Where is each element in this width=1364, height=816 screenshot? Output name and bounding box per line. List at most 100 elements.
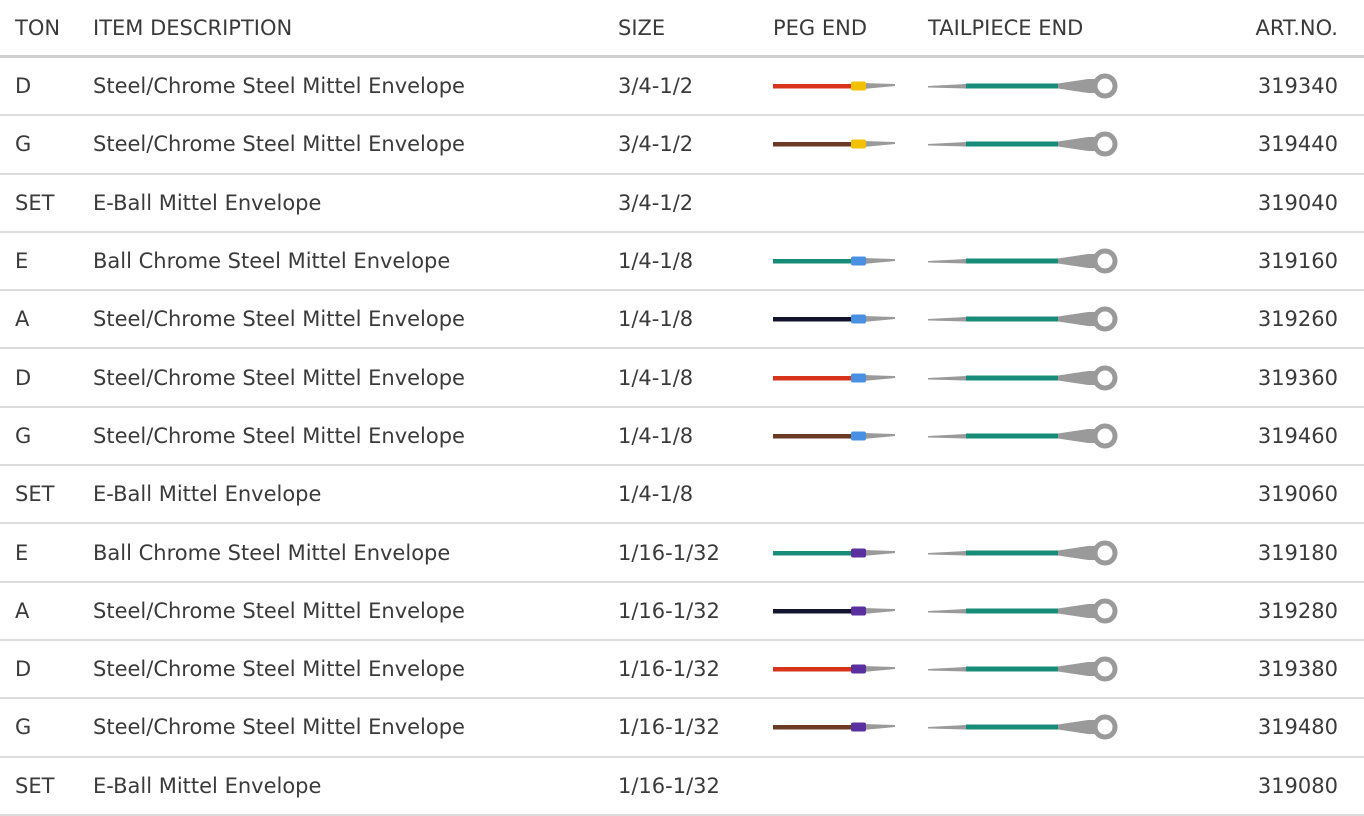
peg-wire [773, 667, 853, 672]
tail-wire [966, 142, 1060, 147]
peg-bead [851, 548, 866, 557]
peg-end-icon [773, 134, 899, 154]
art-no-cell: 319160 [1258, 249, 1338, 273]
tail-hook [1058, 312, 1096, 326]
peg-end-icon [773, 717, 899, 737]
description-cell: Steel/Chrome Steel Mittel Envelope [93, 307, 465, 331]
peg-bead [851, 665, 866, 674]
tail-ring [1095, 601, 1115, 621]
peg-end-cell [773, 426, 899, 446]
art-no-cell: 319360 [1258, 366, 1338, 390]
size-cell: 3/4-1/2 [618, 74, 693, 98]
tail-ring [1095, 251, 1115, 271]
description-cell: E-Ball Mittel Envelope [93, 191, 321, 215]
tail-taper [928, 609, 966, 614]
ton-cell: E [15, 249, 28, 273]
peg-wire [773, 142, 853, 147]
peg-end-icon [773, 76, 899, 96]
peg-bead [851, 723, 866, 732]
tailpiece-icon [928, 363, 1120, 393]
peg-end-icon [773, 309, 899, 329]
peg-end-cell [773, 134, 899, 154]
tailpiece-end-cell [928, 538, 1120, 568]
peg-end-icon [773, 601, 899, 621]
peg-bead [851, 257, 866, 266]
peg-end-icon [773, 426, 899, 446]
tail-ring [1095, 426, 1115, 446]
peg-tip [863, 550, 895, 556]
art-no-cell: 319040 [1258, 191, 1338, 215]
art-no-cell: 319260 [1258, 307, 1338, 331]
peg-bead [851, 82, 866, 91]
art-no-cell: 319280 [1258, 599, 1338, 623]
header-cell: ART.NO. [1255, 16, 1338, 40]
ton-cell: A [15, 599, 29, 623]
page: TON ITEM DESCRIPTION SIZE PEG END TAILPI… [0, 0, 1364, 816]
tail-taper [928, 434, 966, 439]
tailpiece-end-cell [928, 304, 1120, 334]
peg-wire [773, 84, 853, 89]
size-cell: 1/4-1/8 [618, 249, 693, 273]
tailpiece-end-cell [928, 246, 1120, 276]
tail-wire [966, 433, 1060, 438]
tailpiece-icon [928, 538, 1120, 568]
ton-cell: G [15, 132, 31, 156]
peg-end-cell [773, 251, 899, 271]
ton-cell: D [15, 74, 31, 98]
description-cell: Steel/Chrome Steel Mittel Envelope [93, 424, 465, 448]
description-cell: Ball Chrome Steel Mittel Envelope [93, 249, 450, 273]
peg-tip [863, 375, 895, 381]
peg-wire [773, 434, 853, 439]
tailpiece-icon [928, 129, 1120, 159]
ton-cell: SET [15, 191, 54, 215]
size-cell: 1/4-1/8 [618, 366, 693, 390]
tailpiece-end-cell [928, 129, 1120, 159]
peg-bead [851, 315, 866, 324]
tail-taper [928, 259, 966, 264]
peg-end-icon [773, 543, 899, 563]
table-row: D Steel/Chrome Steel Mittel Envelope 1/4-1… [0, 350, 1364, 408]
tail-taper [928, 551, 966, 556]
description-cell: Steel/Chrome Steel Mittel Envelope [93, 74, 465, 98]
tail-hook [1058, 662, 1096, 676]
tail-ring [1095, 368, 1115, 388]
art-no-cell: 319340 [1258, 74, 1338, 98]
tailpiece-end-cell [928, 654, 1120, 684]
size-cell: 1/16-1/32 [618, 657, 720, 681]
ton-cell: D [15, 366, 31, 390]
peg-bead [851, 431, 866, 440]
ton-cell: E [15, 541, 28, 565]
description-cell: Steel/Chrome Steel Mittel Envelope [93, 366, 465, 390]
tail-wire [966, 550, 1060, 555]
header-cell: TON [15, 16, 60, 40]
description-cell: E-Ball Mittel Envelope [93, 774, 321, 798]
peg-end-icon [773, 368, 899, 388]
tail-hook [1058, 604, 1096, 618]
tail-wire [966, 375, 1060, 380]
tailpiece-end-cell [928, 421, 1120, 451]
tailpiece-end-cell [928, 363, 1120, 393]
tail-wire [966, 259, 1060, 264]
art-no-cell: 319060 [1258, 482, 1338, 506]
tail-ring [1095, 717, 1115, 737]
tail-wire [966, 608, 1060, 613]
peg-end-cell [773, 717, 899, 737]
size-cell: 1/16-1/32 [618, 715, 720, 739]
peg-tip [863, 433, 895, 439]
tail-hook [1058, 137, 1096, 151]
tail-taper [928, 376, 966, 381]
peg-end-cell [773, 76, 899, 96]
art-no-cell: 319180 [1258, 541, 1338, 565]
peg-end-icon [773, 251, 899, 271]
tail-taper [928, 317, 966, 322]
ton-cell: G [15, 715, 31, 739]
peg-end-cell [773, 309, 899, 329]
peg-tip [863, 258, 895, 264]
ton-cell: G [15, 424, 31, 448]
tail-taper [928, 725, 966, 730]
peg-tip [863, 316, 895, 322]
peg-end-cell [773, 368, 899, 388]
peg-wire [773, 259, 853, 264]
